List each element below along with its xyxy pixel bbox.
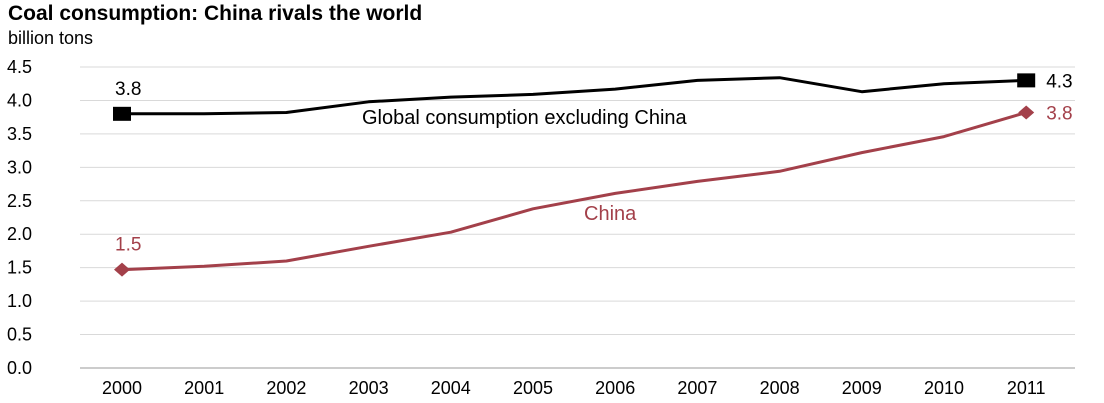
- square-marker: [1017, 73, 1036, 88]
- square-marker: [113, 106, 131, 121]
- end-value-label: 4.3: [1046, 71, 1072, 92]
- y-tick-label: 1.5: [7, 258, 32, 278]
- y-axis-unit-label: billion tons: [8, 28, 94, 48]
- x-tick-label: 2000: [102, 378, 142, 398]
- x-tick-label: 2006: [595, 378, 635, 398]
- series-line-china: [121, 111, 1027, 272]
- y-tick-label: 0.0: [7, 358, 32, 378]
- x-tick-label: 2002: [266, 378, 306, 398]
- diamond-marker: [1018, 105, 1035, 120]
- y-tick-label: 3.0: [7, 157, 32, 177]
- series-lines: [121, 76, 1027, 272]
- x-tick-label: 2003: [349, 378, 389, 398]
- start-value-label: 1.5: [115, 235, 141, 256]
- series-name-label-china: China: [584, 203, 637, 225]
- x-tick-label: 2010: [924, 378, 964, 398]
- x-tick-label: 2008: [760, 378, 800, 398]
- y-tick-label: 2.0: [7, 224, 32, 244]
- x-tick-label: 2009: [842, 378, 882, 398]
- series-labels: 3.8 4.3 1.5 3.8 Global consumption excluding…: [115, 71, 1073, 255]
- y-tick-label: 4.0: [7, 90, 32, 110]
- y-tick-label: 0.5: [7, 325, 32, 345]
- chart-title: Coal consumption: China rivals the world: [8, 2, 423, 25]
- y-tick-label: 2.5: [7, 191, 32, 211]
- diamond-marker: [114, 262, 130, 277]
- x-tick-label: 2005: [513, 378, 553, 398]
- y-tick-label: 1.0: [7, 291, 32, 311]
- y-tick-label: 3.5: [7, 124, 32, 144]
- series-markers: [113, 73, 1036, 277]
- start-value-label: 3.8: [115, 79, 141, 100]
- end-value-label: 3.8: [1046, 103, 1072, 124]
- gridlines: [80, 66, 1075, 369]
- y-tick-label: 4.5: [7, 57, 32, 77]
- x-tick-label: 2011: [1007, 378, 1046, 398]
- x-tick-label: 2001: [184, 378, 224, 398]
- x-tick-label: 2004: [431, 378, 471, 398]
- axis-tick-labels: 0.0 0.5 1.0 1.5 2.0 2.5 3.0 3.5 4.0 4.5 2000 2001 20…: [7, 57, 1046, 398]
- x-tick-label: 2007: [677, 378, 717, 398]
- series-line-global: [122, 76, 1027, 116]
- series-name-label-global: Global consumption excluding China: [362, 107, 688, 129]
